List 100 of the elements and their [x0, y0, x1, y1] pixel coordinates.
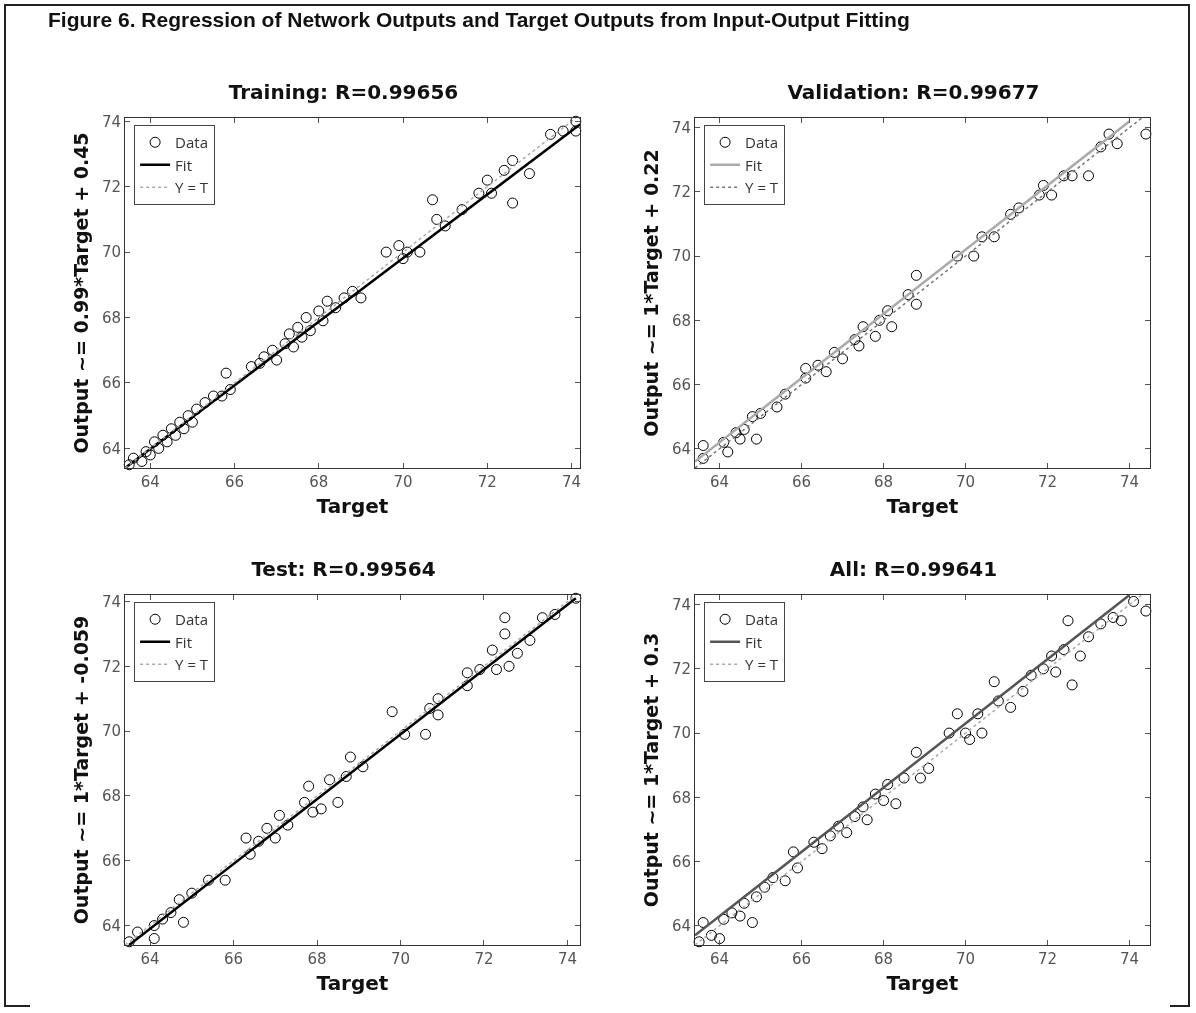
point: [1033, 189, 1045, 201]
y-tick-label: 66: [671, 852, 691, 871]
point: [165, 423, 177, 435]
point: [1083, 170, 1095, 182]
point: [173, 894, 185, 906]
point: [397, 253, 409, 265]
x-tick-label: 64: [140, 950, 160, 968]
point: [123, 936, 135, 948]
y-axis-title: Output ~= 1*Target + 0.22: [639, 149, 662, 437]
point: [224, 384, 236, 395]
x-tick-label: 74: [1119, 473, 1140, 491]
y-tick-label: 66: [671, 375, 691, 394]
point: [746, 917, 758, 929]
legend-label: Y = T: [745, 654, 779, 675]
y-tick-label: 74: [101, 592, 121, 611]
y-tick-label: 70: [101, 722, 121, 741]
point: [148, 933, 160, 945]
point: [549, 608, 561, 620]
point: [1140, 605, 1152, 617]
point: [828, 346, 840, 358]
x-tick-label: 70: [393, 473, 413, 491]
point: [182, 410, 194, 422]
point: [878, 795, 890, 806]
point: [759, 881, 771, 893]
point: [861, 814, 873, 826]
point: [344, 751, 356, 763]
point: [1025, 669, 1037, 681]
y-tick-label: 72: [671, 183, 691, 202]
point: [545, 128, 557, 140]
point: [127, 452, 139, 464]
chart-title: All: R=0.99641: [829, 556, 998, 581]
y-axis-title: Output ~= 0.99*Target + 0.45: [69, 132, 92, 454]
point: [170, 429, 182, 441]
point: [972, 708, 984, 720]
point: [808, 836, 820, 848]
y-axis-title: Output ~= 1*Target + 0.3: [639, 632, 662, 908]
point: [258, 351, 270, 363]
point: [307, 806, 319, 818]
legend-label: Fit: [745, 631, 762, 652]
point: [148, 920, 160, 932]
point: [283, 328, 295, 340]
point: [734, 433, 746, 445]
point: [767, 872, 779, 884]
point: [1005, 208, 1017, 220]
x-tick-label: 68: [874, 950, 894, 968]
legend-label: Fit: [175, 154, 192, 175]
point: [992, 695, 1004, 707]
point: [697, 452, 709, 464]
point: [1083, 631, 1095, 643]
point: [315, 803, 327, 815]
point: [787, 846, 799, 858]
point: [824, 830, 836, 842]
point: [693, 936, 705, 948]
point: [386, 706, 398, 718]
point: [439, 220, 451, 232]
point: [812, 359, 824, 371]
chart-title: Training: R=0.99656: [228, 79, 459, 104]
point: [1095, 618, 1107, 630]
point: [486, 644, 498, 656]
point: [144, 449, 156, 461]
point: [266, 344, 278, 356]
point: [1095, 141, 1107, 153]
x-tick-label: 74: [557, 950, 578, 968]
point: [1111, 138, 1123, 150]
x-tick-label: 70: [955, 473, 976, 491]
point: [873, 314, 885, 326]
point: [282, 819, 294, 831]
x-axis-title: Target: [886, 493, 959, 518]
point: [292, 321, 304, 333]
point: [746, 411, 758, 423]
point: [186, 887, 198, 899]
point: [923, 762, 935, 774]
point: [570, 115, 582, 127]
point: [898, 772, 910, 784]
point: [511, 647, 523, 659]
point: [951, 708, 963, 720]
point: [253, 835, 265, 847]
point: [1013, 202, 1025, 214]
point: [157, 429, 169, 441]
point: [832, 820, 844, 832]
point: [332, 796, 344, 808]
point: [976, 231, 988, 243]
y-tick-label: 72: [101, 657, 121, 676]
y-tick-label: 70: [671, 724, 691, 743]
chart-title: Test: R=0.99564: [251, 556, 436, 581]
point: [140, 446, 152, 458]
point: [1046, 650, 1058, 662]
point: [456, 204, 468, 216]
point: [273, 809, 285, 821]
point: [890, 798, 902, 810]
point: [507, 197, 519, 209]
point: [324, 774, 336, 786]
point: [570, 125, 582, 137]
point: [718, 436, 730, 448]
point: [220, 367, 232, 379]
point: [849, 334, 861, 346]
legend-label: Fit: [745, 154, 762, 175]
x-axis-title: Target: [316, 493, 389, 518]
point: [401, 246, 413, 258]
point: [288, 341, 300, 353]
